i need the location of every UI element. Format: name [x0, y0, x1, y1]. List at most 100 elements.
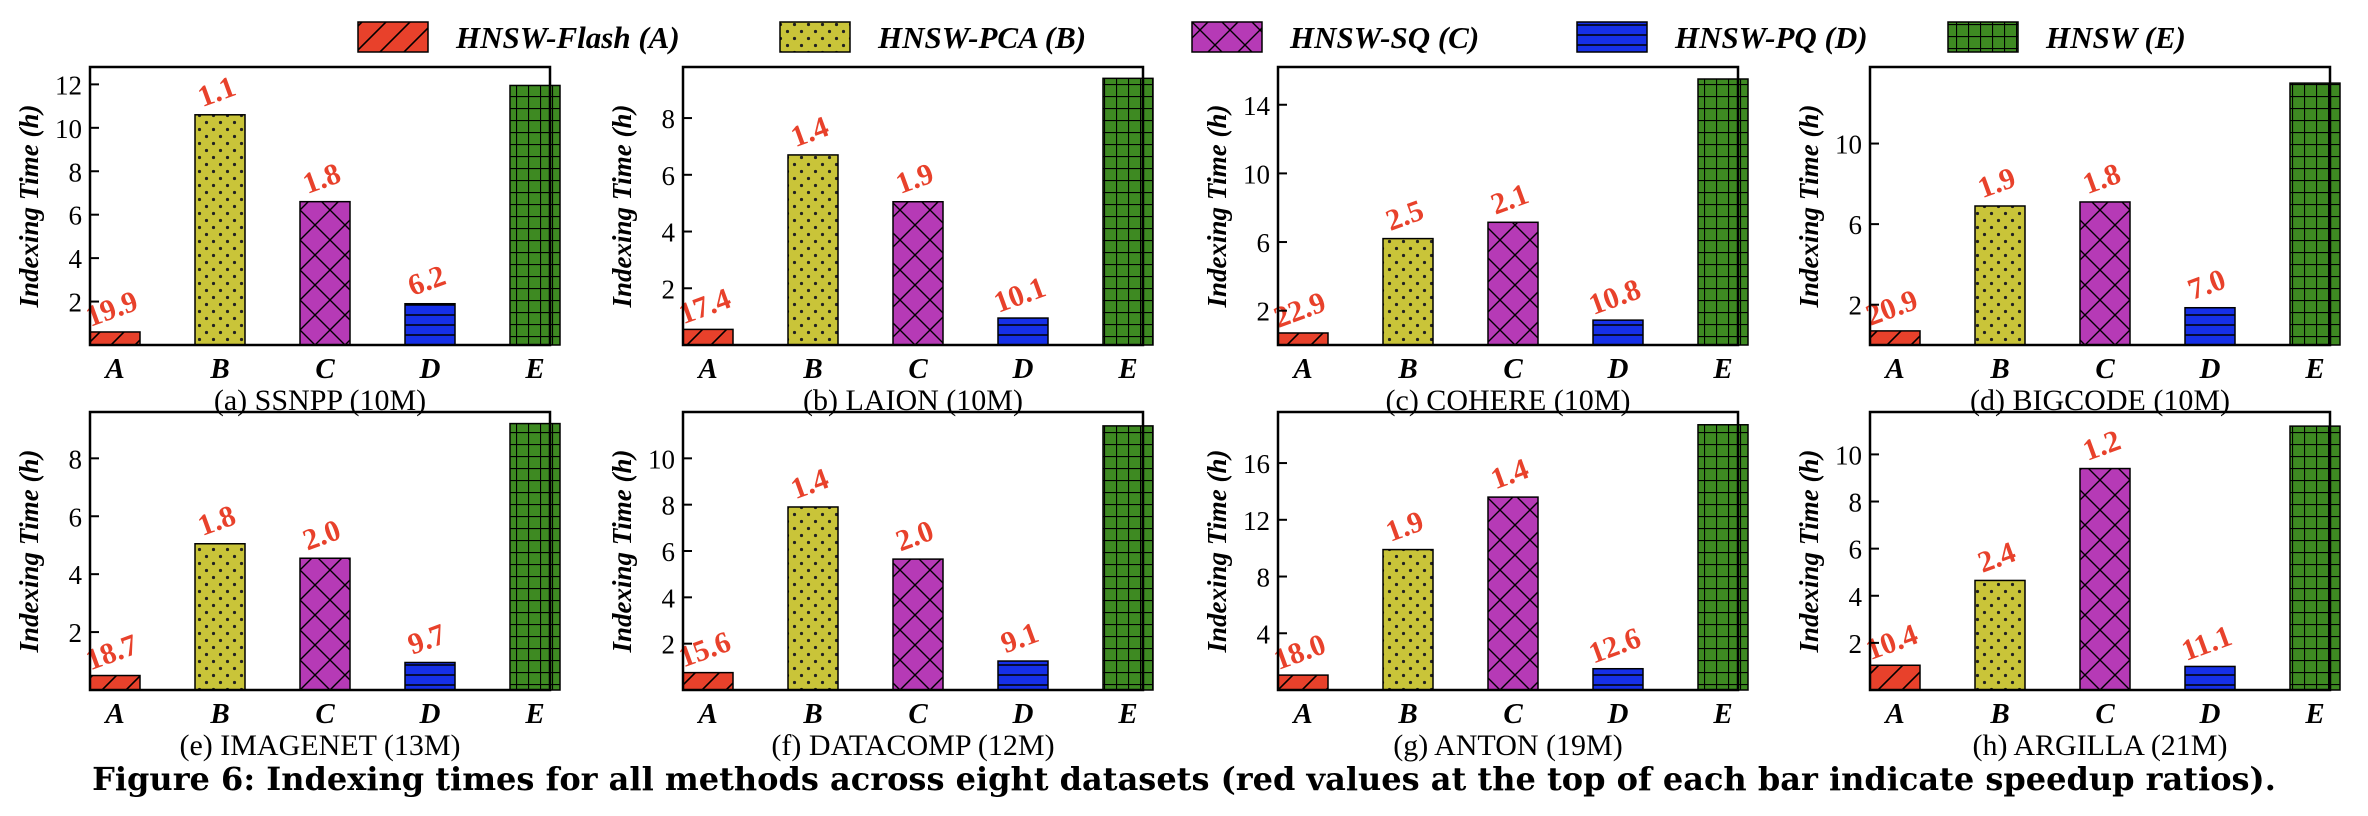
y-axis-label: Indexing Time (h)	[1794, 104, 1824, 308]
y-tick-label: 8	[1849, 488, 1863, 518]
bar-d	[997, 317, 1049, 346]
bar-a	[1277, 674, 1329, 691]
x-tick-label: E	[2304, 353, 2324, 385]
bar-b	[1382, 548, 1434, 691]
speedup-label: 11.1	[2177, 619, 2236, 667]
legend-swatch	[357, 21, 429, 53]
y-tick-label: 6	[1257, 228, 1271, 258]
y-tick-label: 6	[69, 201, 83, 231]
x-tick-label: A	[1291, 353, 1312, 385]
y-tick-label: 6	[1849, 535, 1863, 565]
y-tick-label: 8	[662, 104, 676, 134]
legend: HNSW-Flash (A) HNSW-PCA (B) HNSW-SQ (C) HNS…	[357, 20, 2186, 55]
y-tick-label: 2	[662, 630, 676, 660]
y-tick-label: 6	[1849, 210, 1863, 240]
x-tick-label: C	[2095, 698, 2115, 730]
x-tick-label: C	[908, 353, 928, 385]
x-tick-label: B	[1397, 353, 1417, 385]
bar-a	[1277, 332, 1329, 346]
y-tick-label: 6	[662, 161, 676, 191]
legend-label: HNSW-PQ (D)	[1674, 20, 1868, 55]
bar-d	[404, 661, 456, 691]
x-tick-label: E	[1712, 353, 1732, 385]
y-tick-label: 10	[648, 444, 675, 474]
axes-frame	[88, 410, 552, 692]
bar-b	[787, 506, 839, 691]
x-tick-label: B	[209, 698, 229, 730]
x-tick-label: D	[419, 353, 441, 385]
bar-c	[2079, 201, 2131, 346]
x-tick-label: D	[1607, 353, 1629, 385]
bar-c	[1487, 221, 1539, 346]
bar-a	[1869, 330, 1921, 346]
y-tick-label: 14	[1243, 91, 1271, 121]
bar-e	[1102, 77, 1154, 346]
speedup-label: 7.0	[2183, 263, 2230, 307]
x-tick-label: E	[524, 698, 544, 730]
x-tick-label: D	[419, 698, 441, 730]
y-tick-label: 10	[1835, 130, 1862, 160]
y-tick-label: 6	[662, 537, 676, 567]
y-tick-label: 12	[1243, 506, 1270, 536]
figure-caption: Figure 6: Indexing times for all methods…	[92, 760, 2276, 798]
axes-frame	[1276, 410, 1740, 692]
bar-d	[1592, 319, 1644, 346]
y-tick-label: 10	[1835, 440, 1862, 470]
speedup-label: 2.5	[1381, 194, 1428, 238]
x-tick-label: E	[2304, 698, 2324, 730]
y-tick-label: 6	[69, 502, 83, 532]
axes-frame	[1276, 65, 1740, 347]
bar-e	[1697, 78, 1749, 346]
speedup-label: 6.2	[403, 259, 450, 303]
axes-frame	[1868, 410, 2332, 692]
bar-b	[1974, 205, 2026, 346]
axes-frame	[681, 65, 1145, 347]
bar-b	[787, 154, 839, 346]
bar-b	[1382, 237, 1434, 346]
y-axis-label: Indexing Time (h)	[14, 104, 44, 308]
y-tick-label: 16	[1243, 449, 1270, 479]
bar-e	[2289, 425, 2341, 691]
x-tick-label: D	[1012, 698, 1034, 730]
x-tick-label: C	[315, 353, 335, 385]
bar-a	[1869, 664, 1921, 691]
y-tick-label: 4	[69, 244, 83, 274]
bar-e	[509, 422, 561, 691]
y-tick-label: 2	[662, 274, 676, 304]
x-tick-label: D	[2199, 698, 2221, 730]
y-tick-label: 4	[1849, 582, 1863, 612]
bar-d	[2184, 306, 2236, 346]
bar-e	[2289, 82, 2341, 346]
y-tick-label: 8	[662, 491, 676, 521]
x-tick-label: C	[1503, 698, 1523, 730]
y-axis-label: Indexing Time (h)	[1794, 449, 1824, 653]
panel-title: (h) ARGILLA (21M)	[1973, 729, 2228, 762]
speedup-label: 1.9	[1973, 161, 2020, 205]
bar-e	[1697, 424, 1749, 691]
y-axis-label: Indexing Time (h)	[1202, 104, 1232, 308]
bar-e	[1102, 425, 1154, 691]
x-tick-label: A	[103, 698, 124, 730]
x-tick-label: C	[908, 698, 928, 730]
x-tick-label: B	[1989, 698, 2009, 730]
x-tick-label: E	[1117, 698, 1137, 730]
speedup-label: 12.6	[1584, 621, 1645, 670]
bar-a	[682, 328, 734, 346]
x-tick-label: A	[1883, 353, 1904, 385]
y-tick-label: 2	[69, 618, 83, 648]
legend-label: HNSW-SQ (C)	[1289, 20, 1479, 55]
bar-c	[299, 200, 351, 346]
y-tick-label: 4	[662, 583, 676, 613]
x-tick-label: E	[1712, 698, 1732, 730]
speedup-label: 1.4	[786, 462, 833, 506]
x-tick-label: D	[1012, 353, 1034, 385]
speedup-label: 1.8	[2078, 157, 2125, 201]
